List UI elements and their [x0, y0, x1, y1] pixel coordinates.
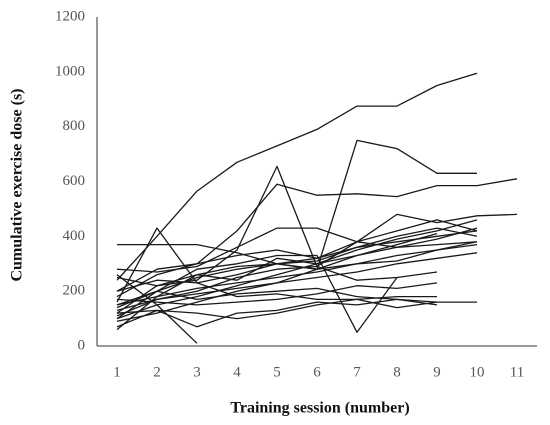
y-tick-label: 0 — [78, 337, 86, 353]
y-tick-label: 1200 — [55, 8, 85, 24]
series-line — [116, 279, 438, 309]
x-tick-label: 7 — [353, 364, 361, 380]
x-tick-label: 3 — [193, 364, 201, 380]
x-tick-label: 2 — [153, 364, 161, 380]
y-axis-title: Cumulative exercise dose (s) — [9, 89, 26, 282]
series-line — [116, 219, 478, 320]
series-line — [116, 227, 478, 331]
series-line — [116, 298, 438, 328]
series-line — [116, 165, 478, 314]
series-line — [116, 252, 478, 312]
x-tick-label: 10 — [470, 364, 485, 380]
x-tick-label: 5 — [273, 364, 281, 380]
series-line — [116, 282, 438, 306]
series-line — [116, 265, 438, 317]
series-line — [116, 232, 438, 287]
x-axis-title: Training session (number) — [230, 400, 409, 417]
y-tick-label: 800 — [63, 118, 86, 134]
series-line — [117, 241, 478, 270]
series-line — [116, 295, 437, 328]
series-line — [116, 72, 478, 281]
series-line — [116, 227, 478, 303]
x-tick-label: 4 — [233, 364, 241, 380]
y-tick-label: 400 — [63, 228, 86, 244]
y-tick-label: 1000 — [55, 63, 85, 79]
x-tick-label: 1 — [113, 364, 121, 380]
x-tick-label: 9 — [433, 364, 441, 380]
series-line — [116, 178, 518, 292]
series-line — [116, 227, 478, 273]
series-line — [116, 243, 478, 306]
x-tick-label: 6 — [313, 364, 321, 380]
x-tick-label: 8 — [393, 364, 401, 380]
x-tick-label: 11 — [510, 364, 524, 380]
series-line — [116, 254, 398, 333]
y-tick-label: 600 — [63, 173, 86, 189]
y-tick-label: 200 — [63, 283, 86, 299]
series-line — [116, 213, 518, 298]
series-line — [116, 227, 478, 322]
